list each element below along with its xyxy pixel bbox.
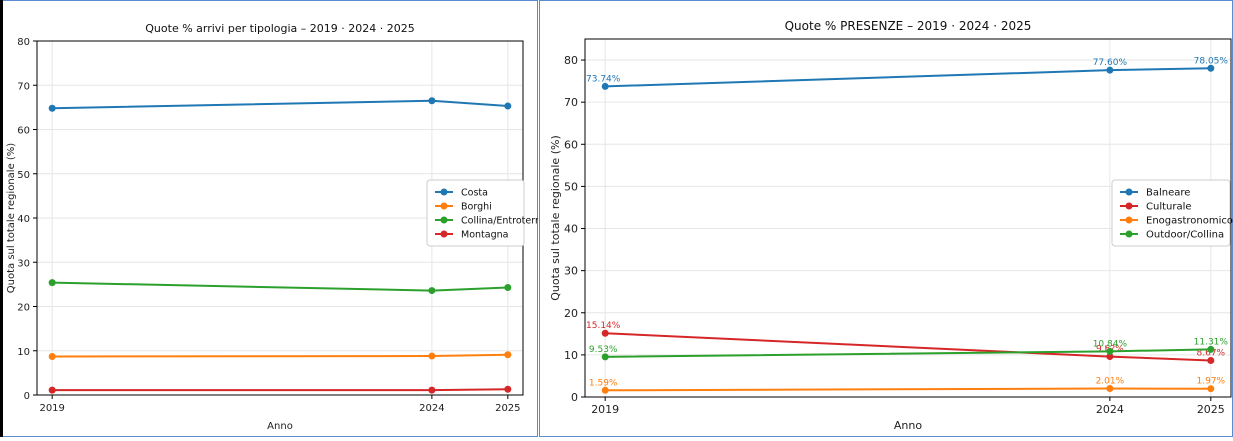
y-axis-label: Quota sul totale regionale (%) xyxy=(549,135,562,300)
data-label: 78.05% xyxy=(1194,56,1229,66)
series-line xyxy=(52,388,508,392)
y-tick-label: 30 xyxy=(17,258,30,269)
y-tick-label: 70 xyxy=(564,96,578,109)
data-point xyxy=(1207,64,1215,72)
x-tick-label: 2025 xyxy=(495,403,520,414)
data-label: 73.74% xyxy=(586,74,621,84)
legend-swatch-marker xyxy=(1125,202,1133,210)
legend-label: Collina/Entroterra xyxy=(461,216,538,227)
data-point xyxy=(1106,66,1114,74)
legend-box xyxy=(1111,179,1231,247)
plot-area xyxy=(584,38,1232,398)
data-point xyxy=(504,283,512,291)
chart-presenze: Quote % PRESENZE – 2019 · 2024 · 2025 0 10… xyxy=(539,0,1233,437)
x-tick-label: 2024 xyxy=(1096,403,1124,416)
data-point xyxy=(428,287,436,295)
chart-arrivi-panel: Quote % arrivi per tipologia – 2019 · 20… xyxy=(0,0,545,437)
y-tick-label: 60 xyxy=(564,138,578,151)
data-point xyxy=(48,104,56,112)
y-tick-label: 60 xyxy=(17,126,30,137)
y-tick-label: 0 xyxy=(24,391,30,402)
data-point xyxy=(48,353,56,361)
data-label: 1.59% xyxy=(589,378,618,388)
chart-title: Quote % PRESENZE – 2019 · 2024 · 2025 xyxy=(785,19,1032,33)
chart-title: Quote % arrivi per tipologia – 2019 · 20… xyxy=(145,22,414,35)
data-point xyxy=(1106,347,1114,355)
data-point xyxy=(504,351,512,359)
data-point xyxy=(601,82,609,90)
data-label: 9.53% xyxy=(589,345,618,355)
data-label: 1.97% xyxy=(1197,377,1226,387)
data-label: 10.84% xyxy=(1093,339,1128,349)
legend: Balneare Culturale Enogastronomico Outdoor/… xyxy=(1111,179,1233,247)
legend-label: Balneare xyxy=(1146,188,1190,199)
series-costa xyxy=(48,97,512,112)
series-enogastronomico: 1.59% 2.01% 1.97% xyxy=(589,377,1226,394)
data-point xyxy=(428,386,436,394)
y-tick-label: 30 xyxy=(564,265,578,278)
y-tick-label: 80 xyxy=(564,54,578,67)
data-point xyxy=(48,386,56,394)
legend-swatch-marker xyxy=(1125,230,1133,238)
legend-swatch-marker xyxy=(440,216,448,224)
x-tick-label: 2025 xyxy=(1197,403,1225,416)
y-tick-label: 10 xyxy=(17,347,30,358)
legend: Costa Borghi Collina/Entroterra Montagna xyxy=(426,179,545,247)
data-label: 15.14% xyxy=(586,321,621,331)
data-point xyxy=(1106,353,1114,361)
y-tick-label: 10 xyxy=(564,349,578,362)
series-borghi xyxy=(48,351,512,361)
legend-swatch-marker xyxy=(440,202,448,210)
chart-arrivi: Quote % arrivi per tipologia – 2019 · 20… xyxy=(0,0,545,437)
x-tick-label: 2019 xyxy=(591,403,619,416)
data-point xyxy=(601,329,609,337)
y-tick-label: 50 xyxy=(564,180,578,193)
panel-edge xyxy=(0,0,3,437)
y-tick-label: 80 xyxy=(17,37,30,48)
legend-swatch-marker xyxy=(440,230,448,238)
data-point xyxy=(1207,345,1215,353)
data-point xyxy=(1106,385,1114,393)
data-label: 77.60% xyxy=(1093,58,1128,68)
legend-box xyxy=(426,179,525,247)
data-label: 2.01% xyxy=(1096,377,1125,387)
legend-label: Borghi xyxy=(461,202,492,213)
x-tick-label: 2024 xyxy=(419,403,444,414)
legend-swatch-marker xyxy=(1125,188,1133,196)
x-tick-label: 2019 xyxy=(39,403,64,414)
chart-presenze-panel: Quote % PRESENZE – 2019 · 2024 · 2025 0 10… xyxy=(539,0,1233,437)
y-tick-label: 0 xyxy=(571,391,578,404)
data-point xyxy=(428,97,436,105)
y-tick-label: 50 xyxy=(17,170,30,181)
data-label: 8.67% xyxy=(1197,348,1226,358)
legend-label: Culturale xyxy=(1146,202,1192,213)
data-point xyxy=(1207,385,1215,393)
y-tick-label: 20 xyxy=(17,303,30,314)
legend-swatch-marker xyxy=(440,188,448,196)
y-axis-label: Quota sul totale regionale (%) xyxy=(6,143,17,294)
legend-swatch-marker xyxy=(1125,216,1133,224)
data-point xyxy=(1207,356,1215,364)
data-label: 11.31% xyxy=(1194,337,1229,347)
data-point xyxy=(48,279,56,287)
x-axis-label: Anno xyxy=(894,419,922,432)
data-point xyxy=(428,352,436,360)
legend-label: Costa xyxy=(461,188,488,199)
legend-label: Montagna xyxy=(461,230,508,241)
series-montagna xyxy=(48,385,512,394)
series-collina-entroterra xyxy=(48,279,512,295)
data-point xyxy=(504,385,512,393)
y-tick-label: 70 xyxy=(17,81,30,92)
legend-label: Enogastronomico xyxy=(1146,216,1233,227)
data-point xyxy=(601,353,609,361)
y-tick-label: 40 xyxy=(17,214,30,225)
y-tick-label: 40 xyxy=(564,223,578,236)
legend-label: Outdoor/Collina xyxy=(1146,230,1224,241)
series-outdoor-collina: 9.53% 10.84% 11.31% xyxy=(589,337,1229,361)
x-axis-label: Anno xyxy=(267,421,293,432)
data-point xyxy=(601,386,609,394)
data-point xyxy=(504,102,512,110)
series-balneare: 73.74% 77.60% 78.05% xyxy=(586,56,1228,90)
y-tick-label: 20 xyxy=(564,307,578,320)
